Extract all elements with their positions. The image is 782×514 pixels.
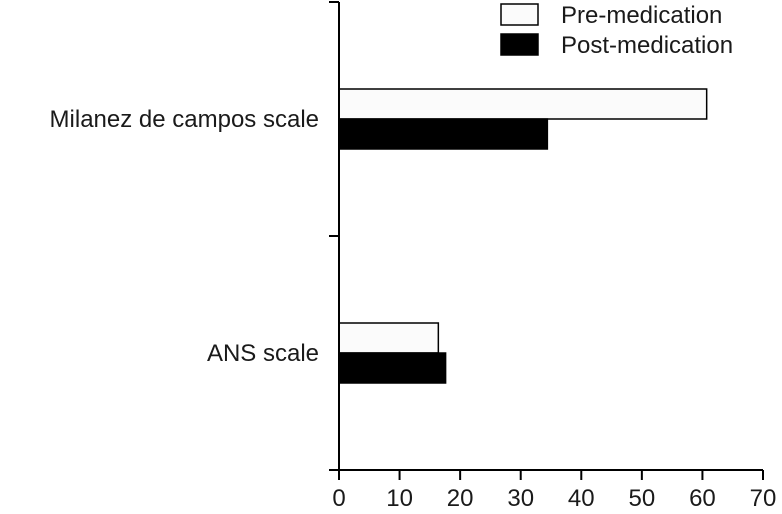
- x-tick-label: 70: [750, 485, 777, 512]
- legend-label-pre: Pre-medication: [561, 2, 722, 29]
- bars-group: [338, 88, 708, 384]
- x-tick-label: 50: [629, 485, 656, 512]
- category-label: Milanez de campos scale: [50, 106, 319, 133]
- x-tick-label: 40: [568, 485, 595, 512]
- x-tick-label: 60: [689, 485, 716, 512]
- legend-swatch-pre: [500, 3, 539, 26]
- x-tick-label: 30: [507, 485, 534, 512]
- axes-group: 0 10 20 30 40 50 60 70: [329, 1, 777, 512]
- bar-post-0: [338, 118, 549, 150]
- legend-swatch-post: [500, 33, 539, 56]
- legend: Pre-medication Post-medication: [500, 2, 733, 59]
- x-tick-label: 10: [386, 485, 413, 512]
- category-label: ANS scale: [207, 340, 319, 367]
- bar-post-1: [338, 352, 447, 384]
- legend-label-post: Post-medication: [561, 32, 733, 59]
- x-tick-label: 20: [447, 485, 474, 512]
- x-tick-label: 0: [332, 485, 345, 512]
- bar-pre-0: [338, 88, 708, 120]
- bar-pre-1: [338, 322, 440, 354]
- category-labels-group: Milanez de campos scale ANS scale: [50, 106, 319, 367]
